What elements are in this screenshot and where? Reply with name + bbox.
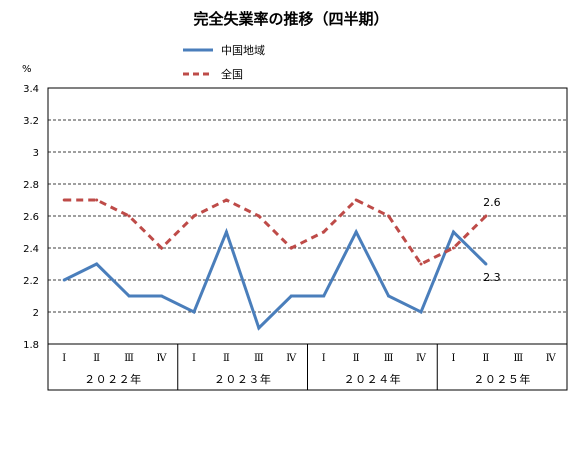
data-point-s2-5 xyxy=(224,198,228,202)
x-tick-label-8: Ⅰ xyxy=(322,353,326,364)
x-tick-label-6: Ⅲ xyxy=(254,353,264,364)
x-tick-label-9: Ⅱ xyxy=(353,353,360,364)
x-tick-label-0: Ⅰ xyxy=(62,353,66,364)
data-point-s1-5 xyxy=(224,230,228,234)
y-tick-label-0: 1.8 xyxy=(23,340,39,351)
x-tick-label-15: Ⅳ xyxy=(546,353,557,364)
data-point-s2-10 xyxy=(387,214,391,218)
data-point-s2-6 xyxy=(257,214,261,218)
data-point-s1-7 xyxy=(289,294,293,298)
y-axis-unit: % xyxy=(22,64,32,75)
series-group xyxy=(62,198,488,331)
data-label-series-1: 2.3 xyxy=(483,271,501,284)
y-tick-label-1: 2 xyxy=(33,308,39,319)
year-label-3: ２０２５年 xyxy=(473,372,531,386)
data-point-s2-7 xyxy=(289,246,293,250)
legend-label-series-1: 中国地域 xyxy=(221,44,265,57)
x-tick-label-11: Ⅳ xyxy=(416,353,427,364)
data-point-s1-13 xyxy=(484,262,488,266)
data-point-s2-9 xyxy=(354,198,358,202)
year-label-1: ２０２３年 xyxy=(214,372,272,386)
x-tick-label-3: Ⅳ xyxy=(157,353,168,364)
data-point-s1-0 xyxy=(62,278,66,282)
year-label-2: ２０２４年 xyxy=(344,372,402,386)
chart-title: 完全失業率の推移（四半期） xyxy=(193,10,388,28)
data-point-s2-11 xyxy=(419,262,423,266)
data-point-s1-11 xyxy=(419,310,423,314)
data-point-s2-2 xyxy=(127,214,131,218)
data-point-s1-10 xyxy=(387,294,391,298)
series-line-1 xyxy=(63,227,487,331)
y-tick-labels: 1.8 2 2.2 2.4 2.6 2.8 3 3.2 3.4 xyxy=(23,84,39,351)
x-tick-label-4: Ⅰ xyxy=(192,353,196,364)
y-tick-label-4: 2.6 xyxy=(23,212,39,223)
y-tick-label-5: 2.8 xyxy=(23,180,39,191)
data-label-series-2: 2.6 xyxy=(483,196,501,209)
y-tick-label-7: 3.2 xyxy=(23,116,39,127)
data-point-s2-13 xyxy=(484,214,488,218)
x-axis: Ⅰ Ⅱ Ⅲ Ⅳ Ⅰ Ⅱ Ⅲ Ⅳ Ⅰ Ⅱ Ⅲ Ⅳ Ⅰ Ⅱ Ⅲ Ⅳ ２０２２年 ２０２３年 ２０２４年 ２０２５年 xyxy=(62,344,557,390)
x-tick-label-2: Ⅲ xyxy=(124,353,134,364)
legend: 中国地域 全国 xyxy=(183,44,265,81)
data-point-s1-12 xyxy=(451,230,455,234)
y-tick-label-8: 3.4 xyxy=(23,84,39,95)
data-point-s2-3 xyxy=(160,246,164,250)
data-point-s2-8 xyxy=(322,230,326,234)
y-tick-label-2: 2.2 xyxy=(23,276,39,287)
x-tick-label-10: Ⅲ xyxy=(384,353,394,364)
x-tick-label-5: Ⅱ xyxy=(223,353,230,364)
y-tick-label-3: 2.4 xyxy=(23,244,39,255)
x-tick-label-12: Ⅰ xyxy=(451,353,455,364)
data-point-s1-6 xyxy=(257,326,261,330)
data-point-s1-1 xyxy=(95,262,99,266)
data-point-s2-12 xyxy=(451,246,455,250)
x-tick-label-14: Ⅲ xyxy=(514,353,524,364)
data-point-s2-1 xyxy=(95,198,99,202)
x-tick-label-1: Ⅱ xyxy=(93,353,100,364)
x-tick-label-7: Ⅳ xyxy=(286,353,297,364)
legend-label-series-2: 全国 xyxy=(221,67,243,81)
data-point-s2-0 xyxy=(62,198,66,202)
data-point-s1-2 xyxy=(127,294,131,298)
data-point-s1-9 xyxy=(354,230,358,234)
year-label-0: ２０２２年 xyxy=(84,372,142,386)
data-labels: 2.3 2.6 xyxy=(483,196,501,284)
x-tick-label-13: Ⅱ xyxy=(483,353,490,364)
y-tick-label-6: 3 xyxy=(33,148,39,159)
data-point-s2-4 xyxy=(192,214,196,218)
data-point-s1-8 xyxy=(322,294,326,298)
data-point-s1-3 xyxy=(160,294,164,298)
series-line-2 xyxy=(64,198,487,266)
data-point-s1-4 xyxy=(192,310,196,314)
